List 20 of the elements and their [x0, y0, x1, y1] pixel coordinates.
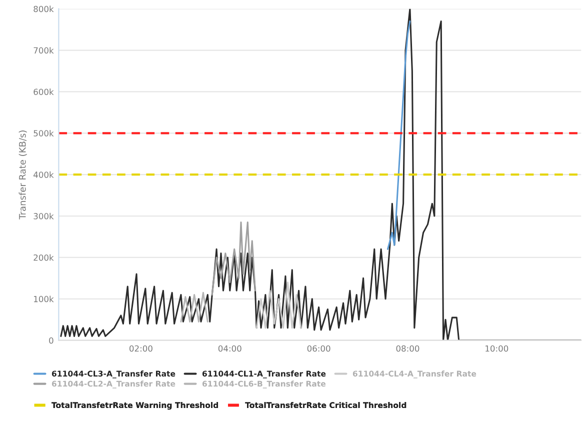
- x-tick-label: 06:00: [307, 345, 330, 352]
- line-series: [211, 221, 256, 296]
- x-tick-label: 04:00: [218, 345, 242, 352]
- y-tick-label: 400k: [34, 171, 54, 178]
- line-series: [256, 282, 302, 329]
- y-tick-label: 700k: [34, 47, 54, 54]
- y-axis-title: Transfer Rate (KB/s): [18, 130, 27, 220]
- y-tick-label: 500k: [34, 130, 54, 136]
- x-tick-label: 08:00: [396, 345, 420, 352]
- y-tick-label: 100k: [34, 296, 54, 302]
- line-series: [60, 8, 582, 340]
- line-series: [180, 292, 208, 322]
- y-tick-label: 800k: [34, 6, 54, 12]
- x-tick-label: 02:00: [129, 345, 152, 352]
- line-series: [386, 20, 411, 250]
- y-tick-label: 0: [49, 337, 54, 344]
- y-tick-label: 300k: [34, 212, 54, 220]
- y-tick-label: 200k: [34, 254, 54, 261]
- x-tick-label: 10:00: [486, 345, 508, 352]
- y-tick-label: 600k: [34, 88, 54, 95]
